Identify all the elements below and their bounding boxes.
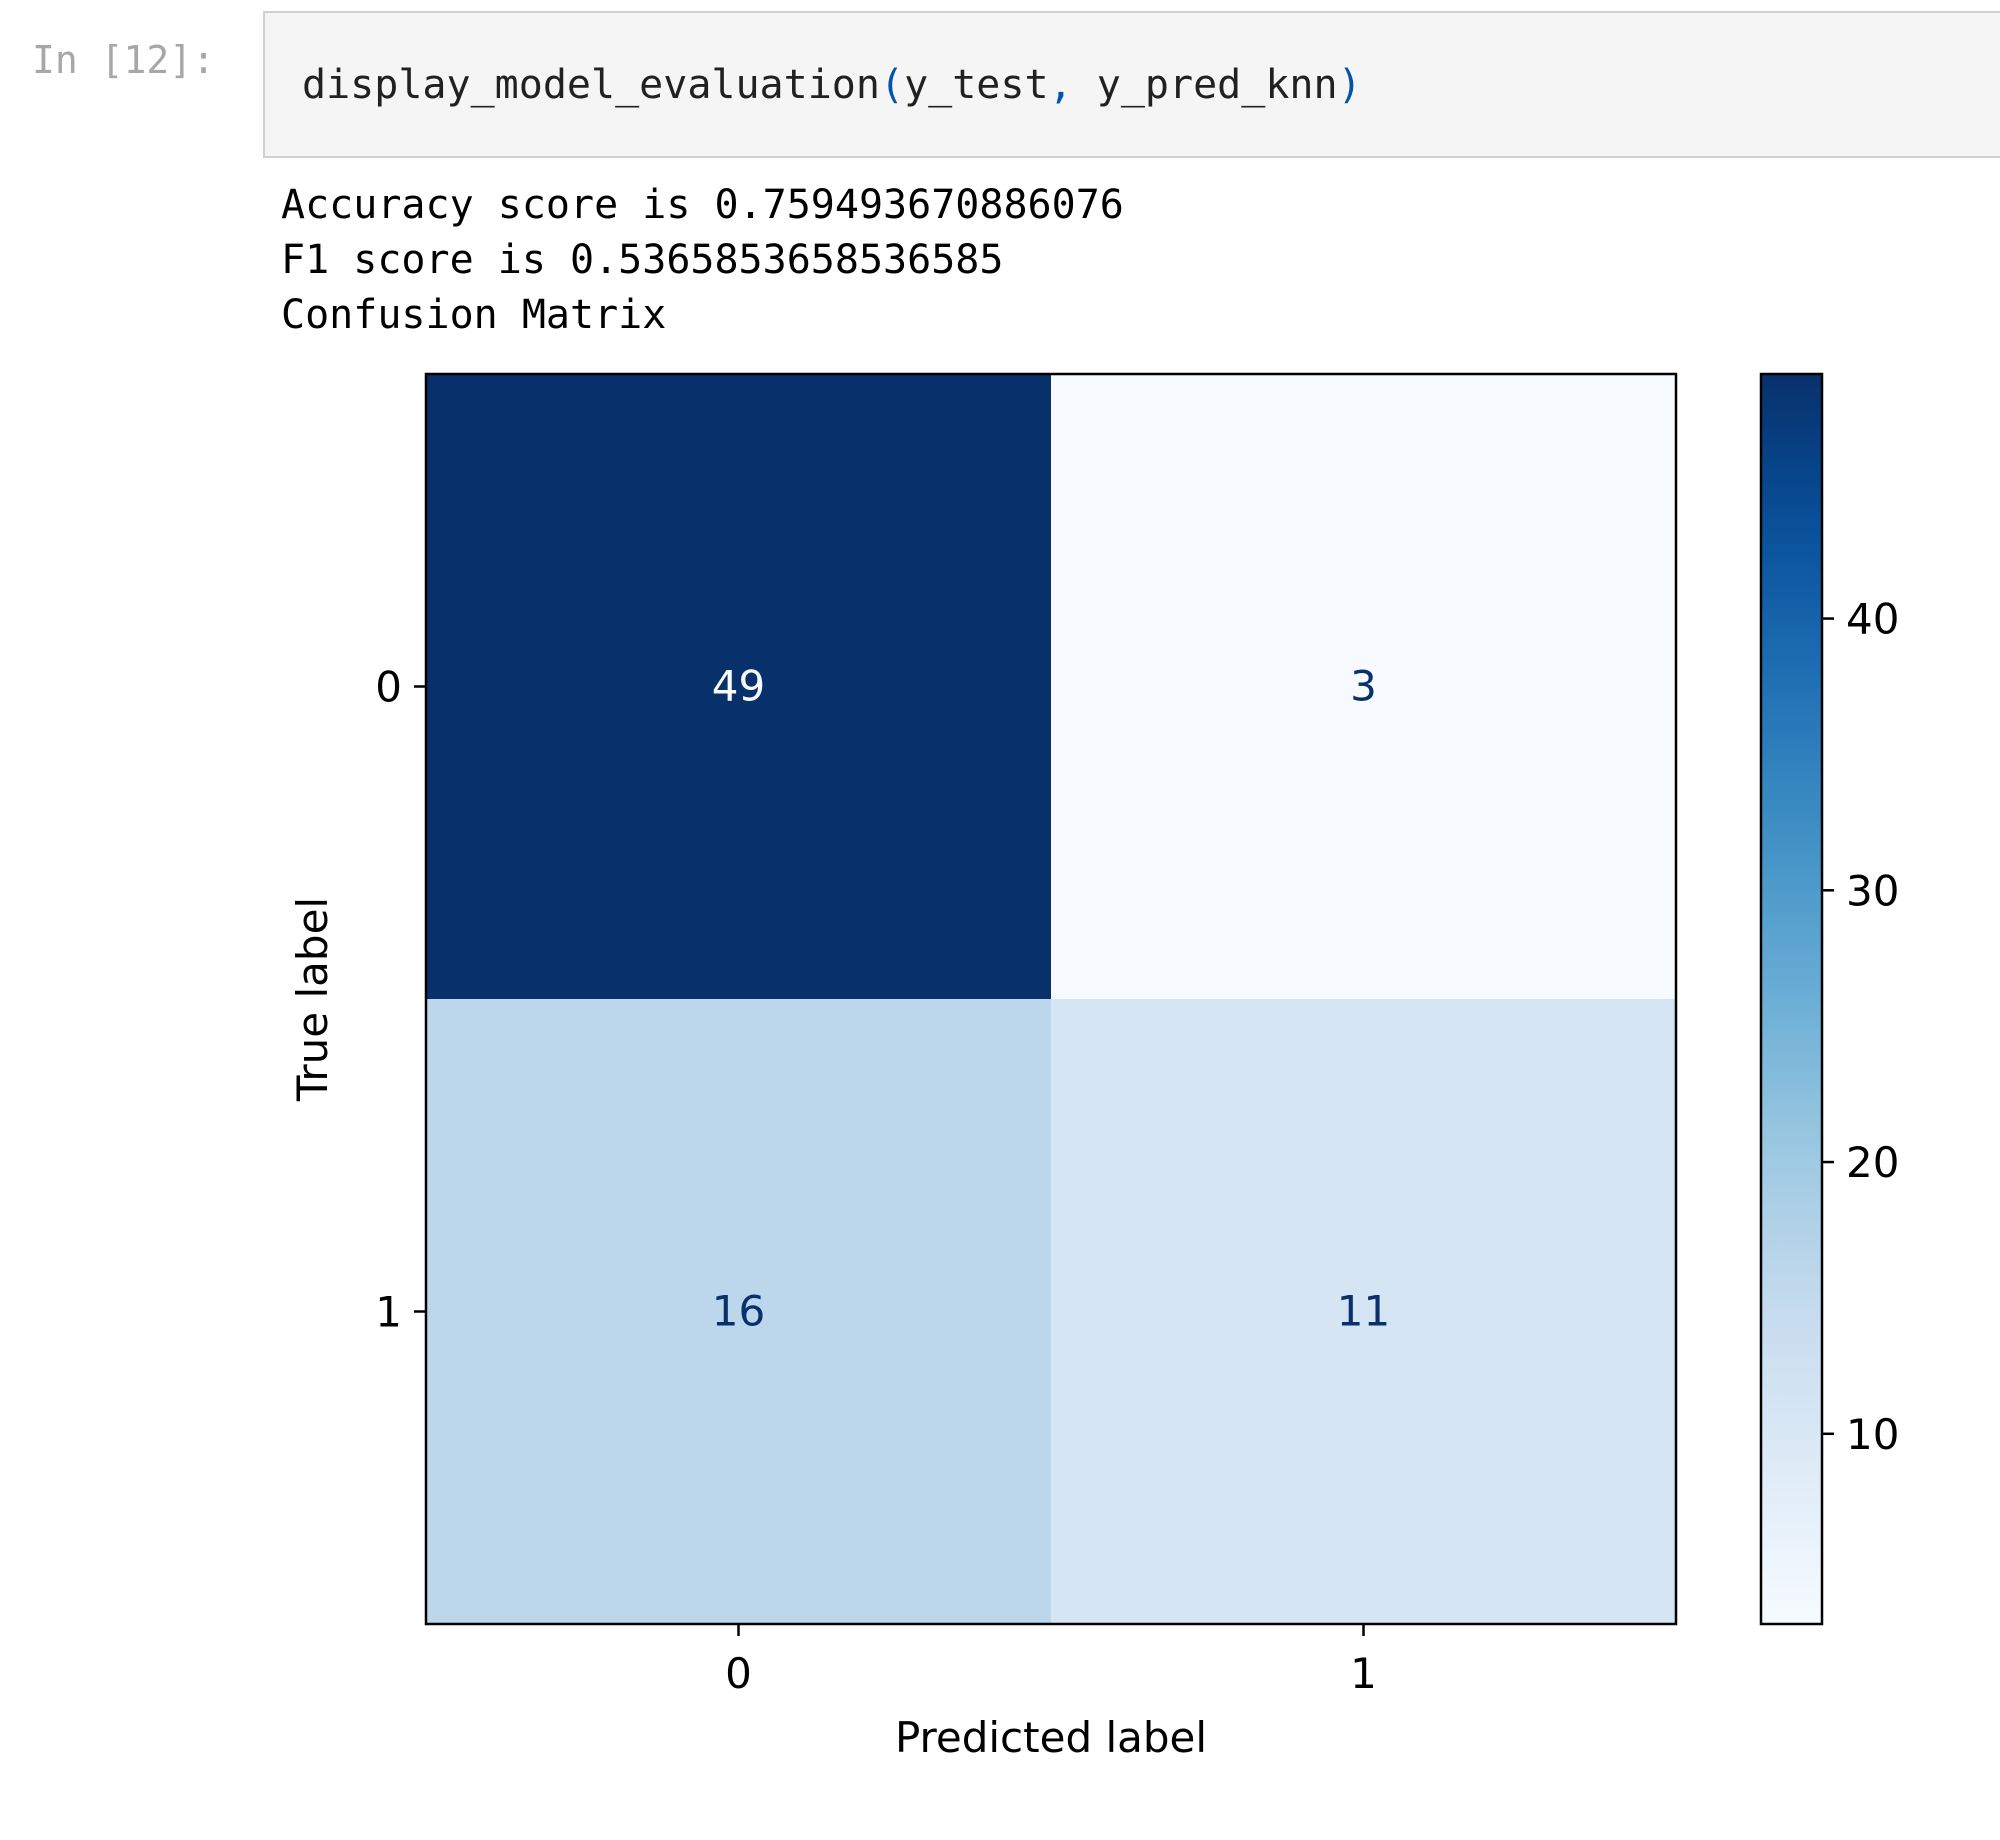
- cell-value-label: 49: [712, 662, 765, 711]
- colorbar-tick-label: 40: [1846, 595, 1899, 644]
- cell-prompt: In [12]:: [32, 38, 216, 82]
- heatmap-cell: [426, 999, 1051, 1624]
- confusion-matrix-heading: Confusion Matrix: [281, 292, 667, 338]
- colorbar-tick-label: 20: [1846, 1138, 1899, 1187]
- y-tick-label: 1: [375, 1288, 402, 1337]
- cell-value-label: 11: [1337, 1287, 1390, 1336]
- colorbar-frame: [1759, 372, 1824, 1626]
- heatmap-frame: [424, 372, 1678, 1626]
- cell-value-label: 3: [1350, 662, 1377, 711]
- f1-line: F1 score is 0.5365853658536585: [281, 237, 1004, 283]
- code-cell-input[interactable]: display_model_evaluation(y_test, y_pred_…: [263, 11, 2000, 158]
- cell-value-label: 16: [712, 1287, 765, 1336]
- code-open-paren: (: [879, 62, 905, 108]
- code-comma: ,: [1048, 62, 1073, 108]
- x-tick-label: 1: [1350, 1649, 1377, 1698]
- heatmap-cell: [426, 374, 1051, 999]
- cell-output-text: Accuracy score is 0.759493670886076 F1 s…: [281, 178, 1124, 343]
- colorbar-tick-label: 10: [1846, 1410, 1899, 1459]
- heatmap-cell: [1051, 999, 1676, 1624]
- code-close-paren: ): [1337, 62, 1362, 108]
- heatmap-cell: [1051, 374, 1676, 999]
- code-function-name: display_model_evaluation: [302, 62, 880, 108]
- code-arg-1: y_test: [904, 62, 1049, 108]
- accuracy-line: Accuracy score is 0.759493670886076: [281, 182, 1124, 228]
- code-line[interactable]: display_model_evaluation(y_test, y_pred_…: [302, 65, 1362, 105]
- x-axis-label: Predicted label: [895, 1713, 1207, 1762]
- code-arg-2: y_pred_knn: [1072, 62, 1338, 108]
- y-tick-label: 0: [375, 663, 402, 712]
- x-tick-label: 0: [725, 1649, 752, 1698]
- colorbar-tick-label: 30: [1846, 866, 1899, 915]
- colorbar-fill: [1761, 374, 1822, 1624]
- y-axis-label: True label: [288, 897, 337, 1102]
